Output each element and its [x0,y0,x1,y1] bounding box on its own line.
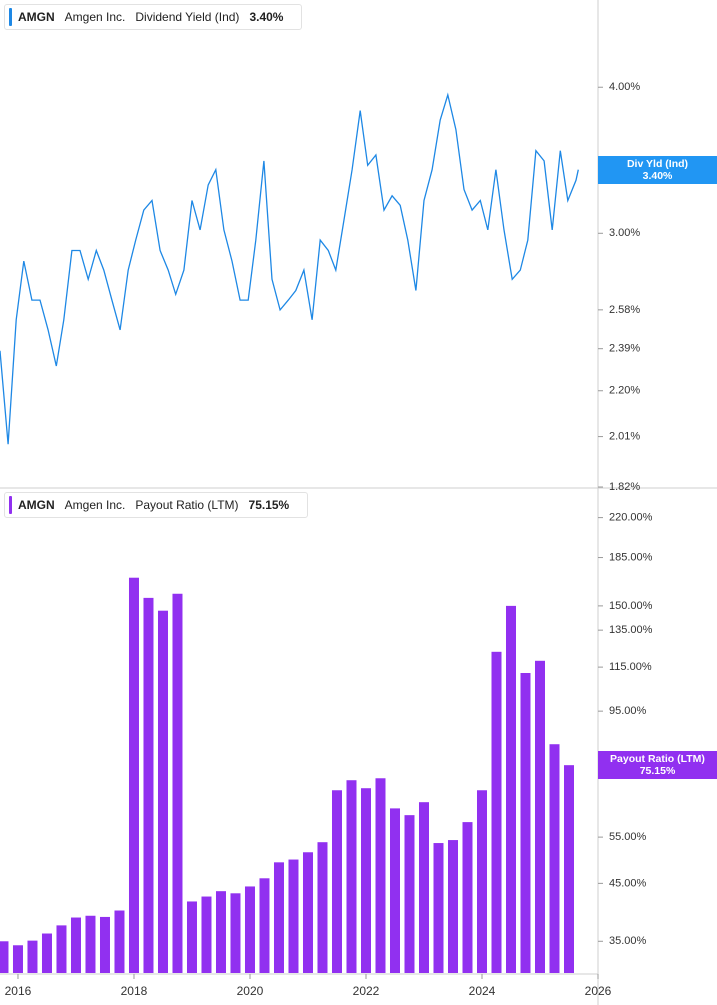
bar [157,610,168,973]
bar [143,597,154,973]
badge-label: Payout Ratio (LTM) [610,753,705,766]
bar [172,593,183,973]
bar [70,917,81,973]
bar [273,862,284,973]
y-tick-label: 135.00% [609,624,653,636]
bar [85,915,96,973]
bar [331,790,342,973]
bar [520,673,531,973]
y-tick-label: 4.00% [609,81,640,93]
bar [186,901,197,973]
badge-value: 3.40% [642,169,673,182]
bar [491,651,502,973]
badge-value: 75.15% [639,765,676,778]
bar [375,778,386,973]
y-tick-label: 220.00% [609,512,653,524]
bar [259,878,270,973]
bar [317,842,328,973]
bar [462,822,473,973]
x-tick-label: 2018 [121,984,148,998]
legend-swatch [9,496,12,514]
bar [447,840,458,973]
y-tick-label: 1.82% [609,481,640,493]
x-tick-label: 2016 [5,984,32,998]
bar [404,815,415,973]
series-name: Payout Ratio (LTM) [135,498,239,512]
current-value: 3.40% [249,10,284,24]
y-tick-label: 150.00% [609,600,653,612]
bar [12,945,23,973]
y-tick-label: 95.00% [609,705,647,717]
y-tick-label: 3.00% [609,227,640,239]
y-tick-label: 2.39% [609,343,640,355]
x-tick-label: 2024 [469,984,496,998]
bar [288,859,299,973]
bar [534,660,545,973]
bar [244,886,255,973]
bar [389,808,400,973]
x-tick-label: 2022 [353,984,380,998]
y-tick-label: 2.20% [609,385,640,397]
y-tick-label: 185.00% [609,551,653,563]
bar [0,941,9,973]
bar [549,744,560,973]
bar [27,940,38,973]
line [0,92,579,445]
series-name: Dividend Yield (Ind) [135,10,240,24]
ticker: AMGN [18,498,55,512]
bar [418,802,429,973]
bar [476,790,487,973]
y-tick-label: 2.01% [609,430,640,442]
ticker: AMGN [18,10,55,24]
company: Amgen Inc. [64,10,126,24]
bar [56,925,67,973]
y-tick-label: 35.00% [609,935,647,947]
bar [114,910,125,973]
legend-top: AMGN Amgen Inc. Dividend Yield (Ind) 3.4… [4,4,303,30]
y-tick-label: 2.58% [609,304,640,316]
bar [360,788,371,973]
value-badge: Payout Ratio (LTM) 75.15% [598,751,717,780]
bar [201,896,212,973]
current-value: 75.15% [248,498,290,512]
bar [128,577,139,973]
y-tick-label: 45.00% [609,877,647,889]
value-badge: Div Yld (Ind) 3.40% [598,155,717,184]
bar [215,891,226,973]
bar [230,893,241,973]
company: Amgen Inc. [64,498,126,512]
bar [302,852,313,973]
y-tick-label: 55.00% [609,831,647,843]
bar [99,916,110,973]
bar [41,933,52,973]
badge-label: Div Yld (Ind) [626,157,689,170]
y-tick-label: 115.00% [609,661,652,673]
bar [433,843,444,973]
x-tick-label: 2026 [585,984,612,998]
legend-bottom: AMGN Amgen Inc. Payout Ratio (LTM) 75.15… [4,492,309,518]
bar [563,765,574,973]
x-tick-label: 2020 [237,984,264,998]
bar [505,605,516,973]
legend-swatch [9,8,12,26]
bar [346,780,357,973]
